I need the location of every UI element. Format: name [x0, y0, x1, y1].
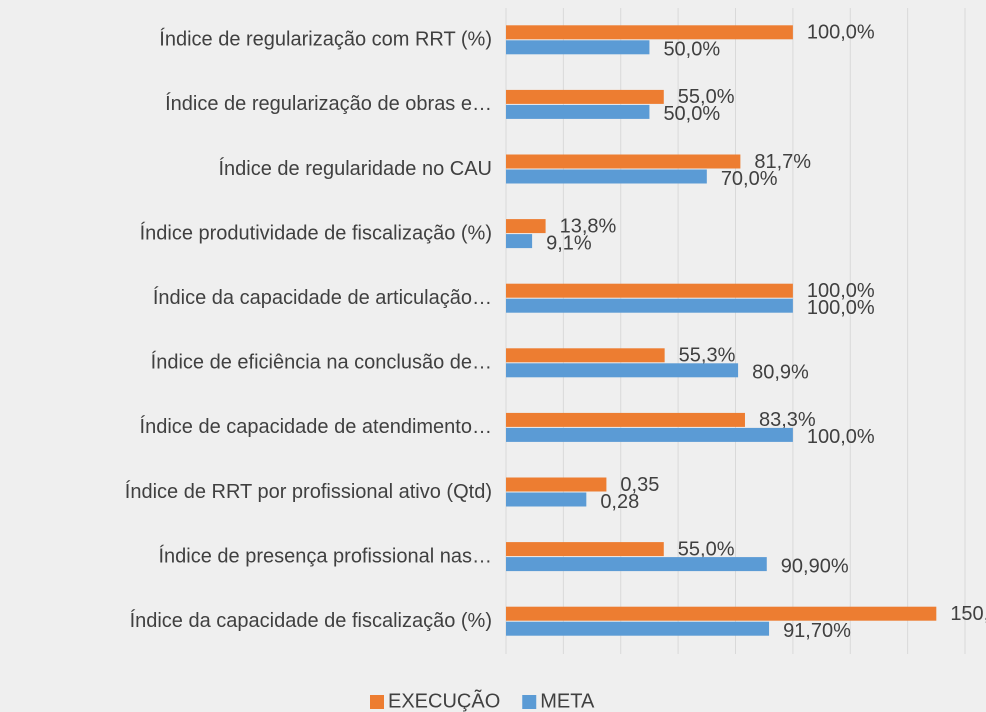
bar [506, 298, 793, 313]
legend-swatch [370, 695, 384, 709]
bar [506, 89, 664, 104]
y-tick-label: Índice de regularidade no CAU [218, 157, 492, 180]
bar [506, 40, 650, 55]
bar [506, 427, 793, 442]
bar [506, 25, 793, 40]
bar [506, 557, 767, 572]
data-label: 55,0% [678, 86, 735, 108]
bar [506, 234, 533, 249]
bar [506, 219, 546, 234]
bar [506, 363, 739, 378]
bar [506, 348, 665, 363]
bar [506, 477, 607, 492]
y-tick-label: Índice da capacidade de fiscalização (%) [130, 609, 492, 632]
data-label: 90,90% [781, 555, 849, 577]
legend-swatch [522, 695, 537, 709]
data-label: 9,1% [546, 232, 592, 254]
y-tick-label: Índice de regularização com RRT (%) [159, 28, 492, 51]
data-label: 13,8% [560, 215, 617, 237]
data-label: 50,0% [663, 103, 720, 125]
data-label: 100,0% [807, 297, 875, 319]
legend-label: META [540, 690, 595, 712]
data-label: 100,0% [807, 426, 875, 448]
bar [506, 542, 664, 557]
data-label: 81,7% [754, 151, 811, 173]
data-label: 100,0% [807, 280, 875, 302]
data-label: 83,3% [759, 409, 816, 431]
data-label: 70,0% [721, 168, 778, 190]
y-tick-label: Índice de presença profissional nas… [158, 544, 492, 567]
data-label: 55,3% [679, 345, 736, 367]
bar [506, 169, 707, 184]
data-label: 91,70% [783, 620, 851, 642]
data-label: 80,9% [752, 362, 809, 384]
data-label: 0,35 [620, 474, 659, 496]
y-tick-label: Índice de regularização de obras e… [165, 92, 492, 115]
y-tick-label: Índice de eficiência na conclusão de… [151, 351, 492, 374]
data-label: 50,0% [663, 39, 720, 61]
y-tick-label: Índice da capacidade de articulação… [153, 286, 492, 309]
data-label: 150,0% [950, 603, 986, 625]
bar [506, 606, 937, 621]
bar [506, 621, 770, 636]
y-tick-label: Índice de capacidade de atendimento… [140, 415, 492, 438]
y-tick-label: Índice produtividade de fiscalização (%) [140, 221, 492, 244]
legend-label: EXECUÇÃO [388, 688, 500, 712]
bar [506, 492, 587, 507]
bar [506, 283, 793, 298]
data-label: 55,0% [678, 538, 735, 560]
y-tick-label: Índice de RRT por profissional ativo (Qt… [125, 480, 492, 503]
data-label: 100,0% [807, 22, 875, 44]
bar [506, 412, 745, 427]
bar [506, 154, 741, 169]
bar [506, 104, 650, 119]
data-label: 0,28 [600, 491, 639, 513]
